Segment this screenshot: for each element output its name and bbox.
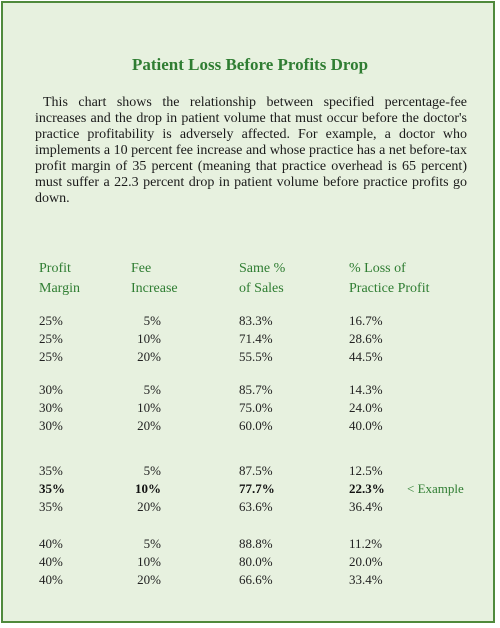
cell-fee-increase: 10% [137, 400, 161, 415]
cell-loss-profit: 12.5% [349, 463, 383, 478]
header-loss-profit-line2: Practice Profit [349, 281, 430, 296]
chart-panel: Patient Loss Before Profits Drop This ch… [1, 1, 495, 623]
header-same-sales-line1: Same % [239, 261, 286, 276]
cell-same-sales: 60.0% [239, 418, 273, 433]
cell-loss-profit: 44.5% [349, 349, 383, 364]
cell-fee-increase: 10% [135, 481, 161, 496]
cell-fee-increase: 20% [137, 349, 161, 364]
cell-fee-increase: 10% [137, 331, 161, 346]
cell-fee-increase: 10% [137, 554, 161, 569]
cell-profit-margin: 25% [39, 313, 63, 328]
chart-title: Patient Loss Before Profits Drop [131, 55, 369, 74]
header-same-sales-line2: of Sales [239, 281, 284, 296]
cell-profit-margin: 35% [39, 463, 63, 478]
cell-same-sales: 55.5% [239, 349, 273, 364]
cell-same-sales: 71.4% [239, 331, 273, 346]
cell-loss-profit: 36.4% [349, 499, 383, 514]
cell-profit-margin: 30% [39, 400, 63, 415]
cell-fee-increase: 20% [137, 418, 161, 433]
cell-same-sales: 83.3% [239, 313, 273, 328]
header-fee-increase: Fee Increase [131, 259, 178, 299]
cell-same-sales: 80.0% [239, 554, 273, 569]
cell-loss-profit: 28.6% [349, 331, 383, 346]
cell-same-sales: 88.8% [239, 536, 273, 551]
header-same-sales: Same % of Sales [239, 259, 285, 299]
cell-fee-increase: 5% [143, 313, 161, 328]
header-fee-increase-line1: Fee [131, 261, 152, 276]
cell-loss-profit: 33.4% [349, 572, 383, 587]
cell-fee-increase: 20% [137, 572, 161, 587]
cell-fee-increase: 5% [143, 536, 161, 551]
example-note: < Example [407, 481, 464, 496]
cell-loss-profit: 16.7% [349, 313, 383, 328]
cell-profit-margin: 30% [39, 382, 63, 397]
cell-profit-margin: 40% [39, 536, 63, 551]
intro-paragraph: This chart shows the relationship betwee… [35, 95, 467, 206]
cell-same-sales: 66.6% [239, 572, 273, 587]
cell-profit-margin: 35% [39, 481, 65, 496]
header-profit-margin: Profit Margin [39, 259, 80, 299]
header-loss-profit: % Loss of Practice Profit [349, 259, 429, 299]
header-loss-profit-line1: % Loss of [349, 261, 406, 276]
cell-profit-margin: 30% [39, 418, 63, 433]
cell-same-sales: 85.7% [239, 382, 273, 397]
header-profit-margin-line2: Margin [39, 281, 80, 296]
cell-profit-margin: 40% [39, 554, 63, 569]
cell-loss-profit: 14.3% [349, 382, 383, 397]
cell-loss-profit: 24.0% [349, 400, 383, 415]
header-profit-margin-line1: Profit [39, 261, 71, 276]
cell-profit-margin: 25% [39, 349, 63, 364]
cell-same-sales: 77.7% [239, 481, 275, 496]
cell-same-sales: 75.0% [239, 400, 273, 415]
cell-profit-margin: 25% [39, 331, 63, 346]
cell-fee-increase: 5% [143, 382, 161, 397]
cell-profit-margin: 35% [39, 499, 63, 514]
cell-fee-increase: 5% [143, 463, 161, 478]
cell-same-sales: 87.5% [239, 463, 273, 478]
cell-loss-profit: 22.3% [349, 481, 385, 496]
cell-profit-margin: 40% [39, 572, 63, 587]
cell-loss-profit: 11.2% [349, 536, 383, 551]
header-fee-increase-line2: Increase [131, 281, 178, 296]
cell-same-sales: 63.6% [239, 499, 273, 514]
cell-loss-profit: 40.0% [349, 418, 383, 433]
cell-loss-profit: 20.0% [349, 554, 383, 569]
cell-fee-increase: 20% [137, 499, 161, 514]
